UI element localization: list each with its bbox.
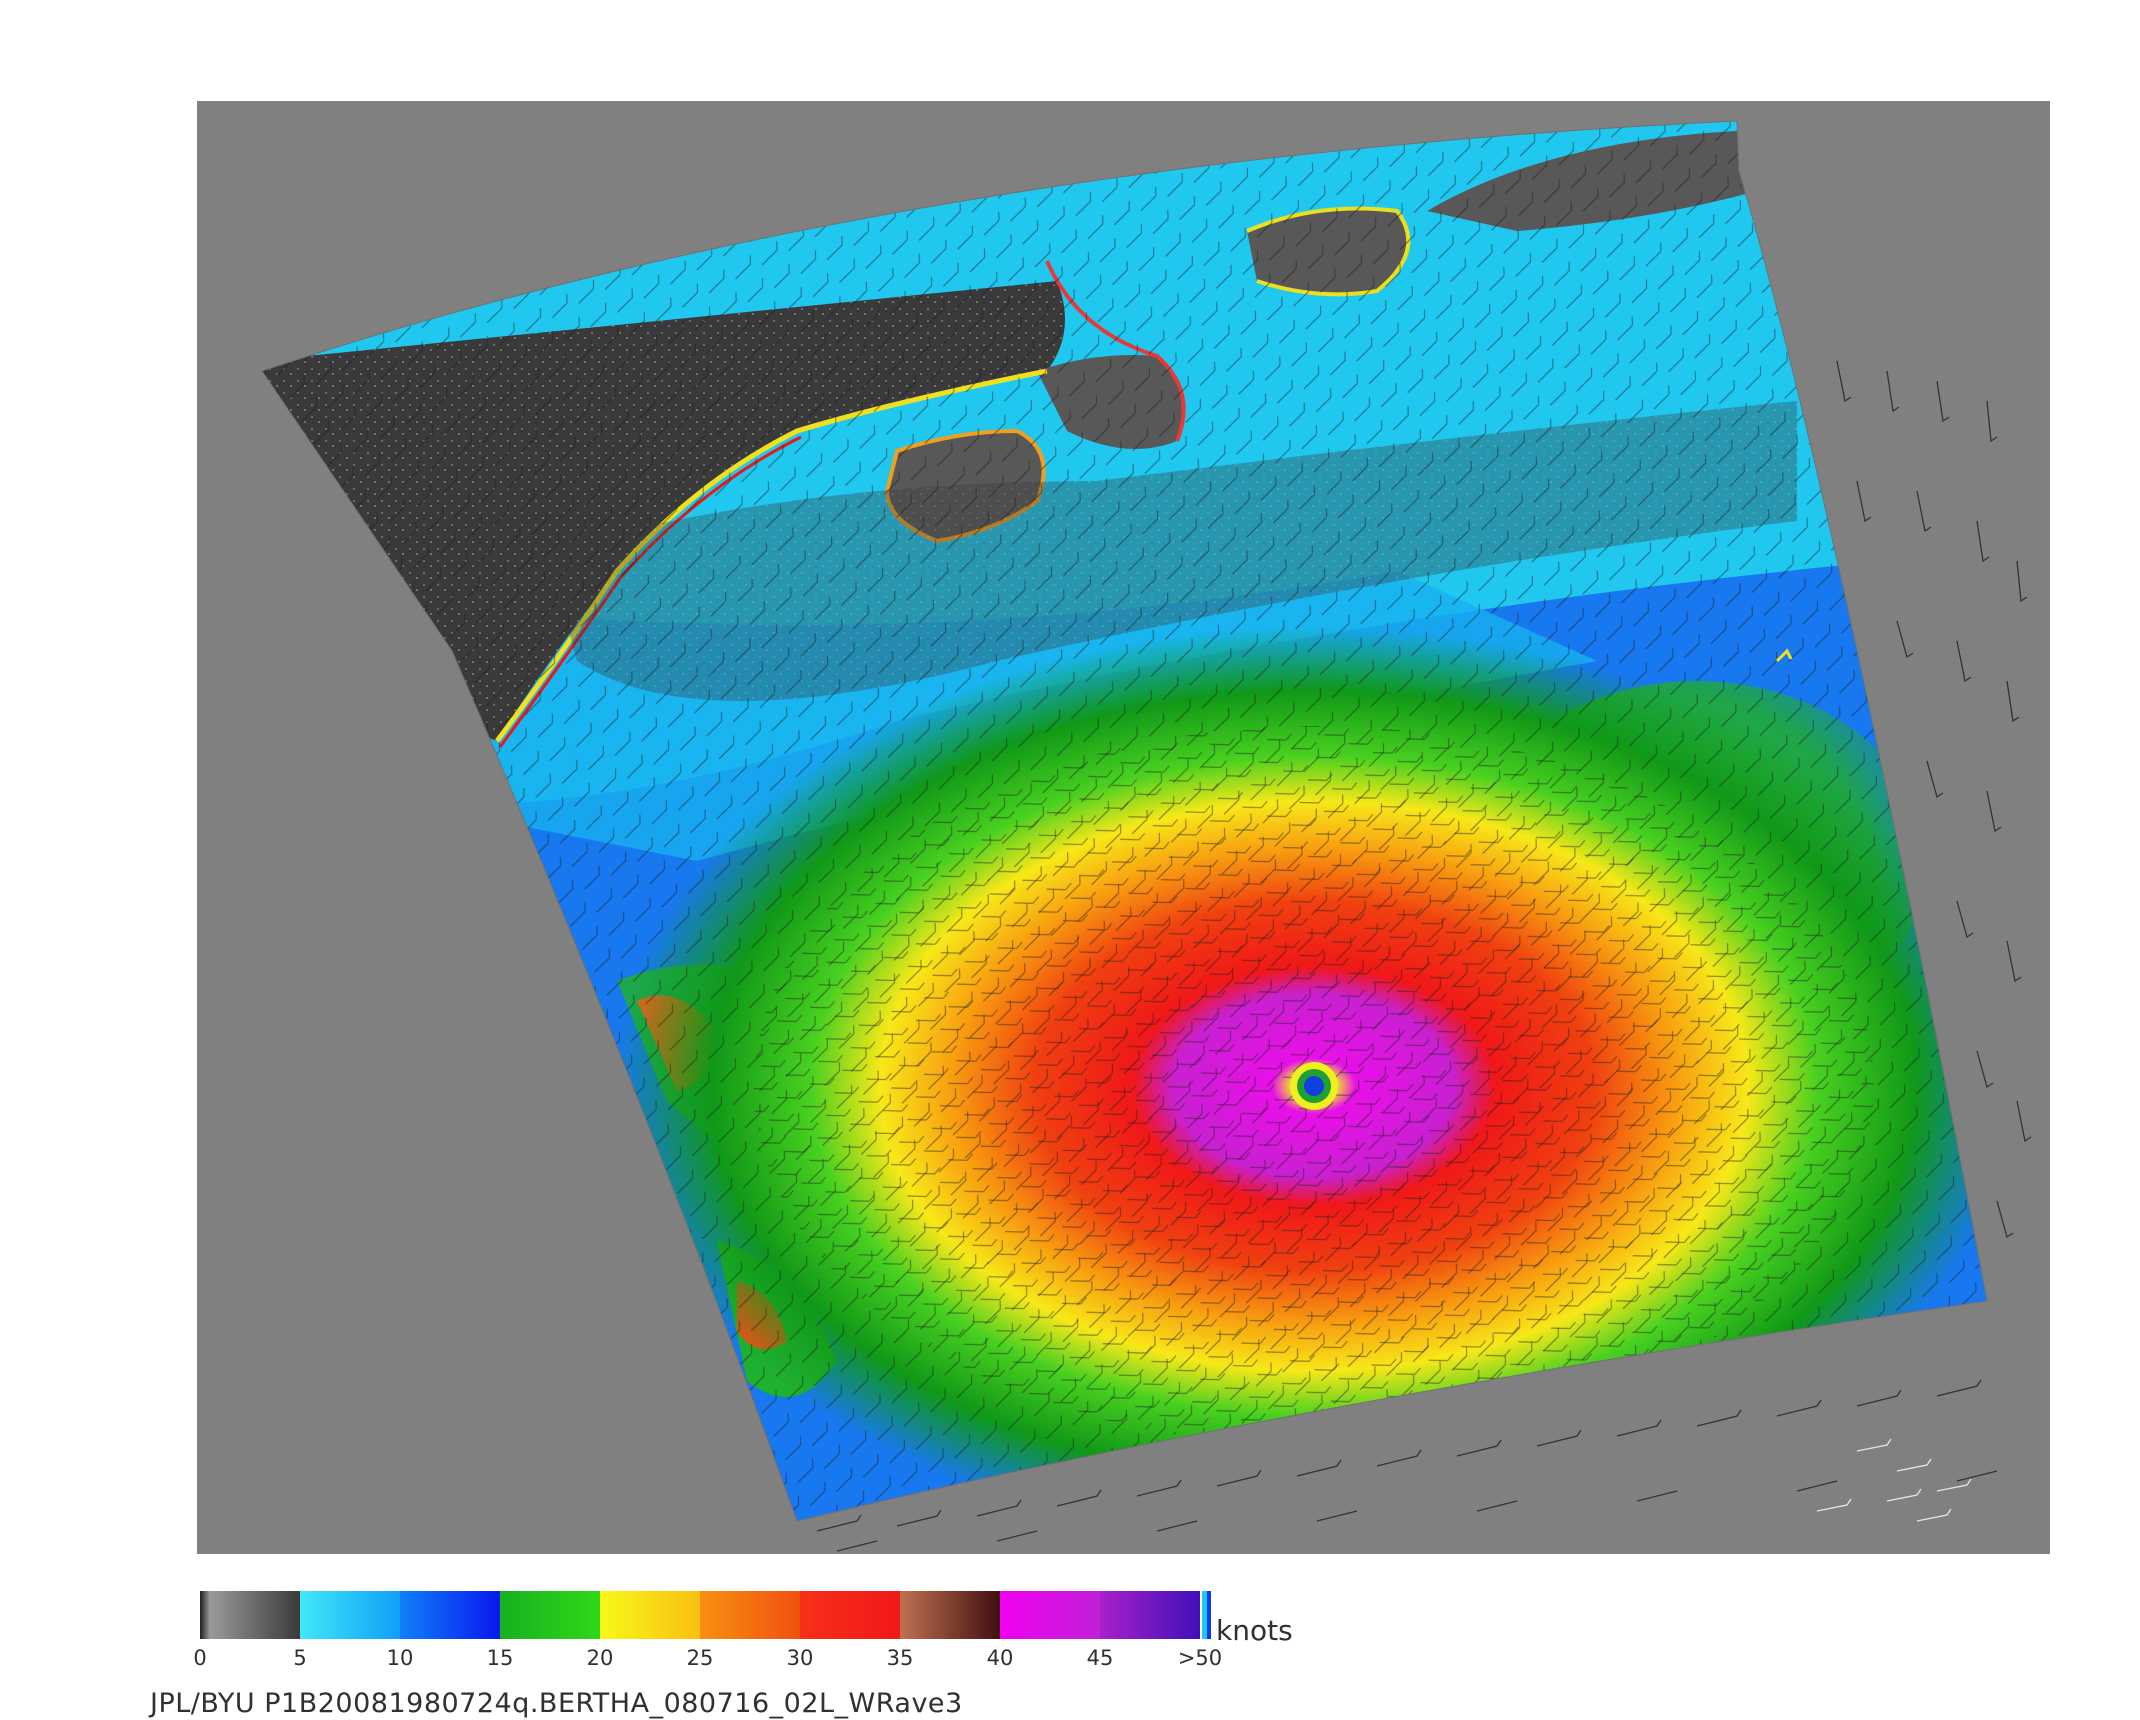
colorbar-segment <box>800 1591 900 1639</box>
wind-speed-map <box>197 101 2050 1554</box>
colorbar-segments <box>200 1591 1200 1639</box>
wind-speed-colorbar <box>200 1591 1211 1639</box>
colorbar-tick-label: 10 <box>386 1646 414 1670</box>
colorbar-segment <box>500 1591 600 1639</box>
footer-product-label: JPL/BYU P1B20081980724q.BERTHA_080716_02… <box>150 1688 963 1719</box>
colorbar-segment <box>600 1591 700 1639</box>
colorbar-tick-label: 5 <box>293 1646 307 1670</box>
colorbar-segment <box>700 1591 800 1639</box>
colorbar-tick-label: 45 <box>1086 1646 1114 1670</box>
colorbar-segment <box>200 1591 300 1639</box>
colorbar-tick-label: 40 <box>986 1646 1014 1670</box>
colorbar-tick-label: 15 <box>486 1646 514 1670</box>
colorbar-segment <box>1000 1591 1100 1639</box>
colorbar-segment <box>900 1591 1000 1639</box>
scatterometer-swath <box>261 120 2032 1552</box>
colorbar-overflow-cyan <box>1202 1591 1207 1639</box>
colorbar-tick-label: 20 <box>586 1646 614 1670</box>
colorbar-tick-label: 35 <box>886 1646 914 1670</box>
colorbar-tick-label: 25 <box>686 1646 714 1670</box>
colorbar-segment <box>300 1591 400 1639</box>
colorbar-overflow-blue <box>1207 1591 1211 1639</box>
colorbar-tick-label: 30 <box>786 1646 814 1670</box>
colorbar-tick-label: 0 <box>193 1646 207 1670</box>
colorbar-segment <box>1100 1591 1200 1639</box>
colorbar-tick-label: >50 <box>1177 1646 1223 1670</box>
colorbar-segment <box>400 1591 500 1639</box>
colorbar-units-label: knots <box>1216 1614 1293 1647</box>
